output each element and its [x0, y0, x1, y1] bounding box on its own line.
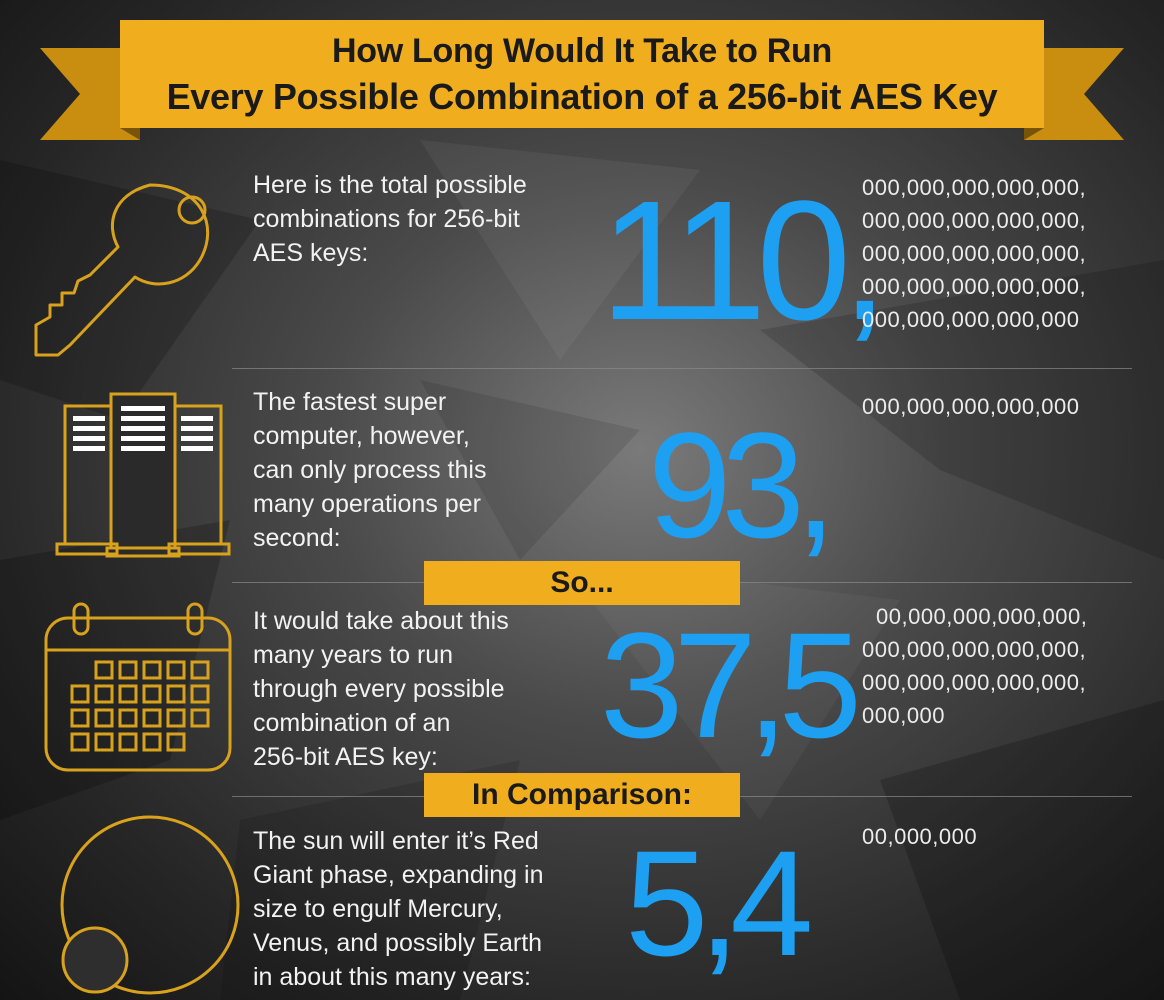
- section-2-big-number: 93,: [648, 401, 837, 569]
- title-line-2: Every Possible Combination of a 256-bit …: [166, 76, 998, 117]
- so-label: So...: [424, 561, 740, 605]
- section-3-big-number: 37,5: [600, 601, 862, 769]
- section-3-zeros: 00,000,000,000,000, 000,000,000,000,000,…: [862, 604, 1088, 728]
- section-2-zeros: 000,000,000,000,000: [862, 394, 1080, 419]
- comparison-label: In Comparison:: [424, 773, 740, 817]
- section-1-description: Here is the total possible combinations …: [253, 171, 527, 267]
- section-3-description: It would take about this many years to r…: [253, 607, 509, 771]
- title-line-1: How Long Would It Take to Run: [332, 32, 832, 70]
- calendar-icon: [44, 602, 232, 772]
- divider: [232, 368, 1132, 369]
- title-ribbon: [40, 20, 1124, 140]
- section-4-zeros: 00,000,000: [862, 824, 978, 849]
- server-icon: [55, 392, 231, 558]
- section-2-description: The fastest super computer, however, can…: [253, 388, 487, 552]
- key-icon: [34, 183, 210, 357]
- section-1-zeros: 000,000,000,000,000, 000,000,000,000,000…: [862, 175, 1087, 332]
- section-4-big-number: 5,4: [625, 819, 814, 987]
- section-1-big-number: 110,: [600, 166, 888, 356]
- sun-planet-icon: [60, 815, 240, 995]
- section-4-description: The sun will enter it’s Red Giant phase,…: [253, 827, 544, 991]
